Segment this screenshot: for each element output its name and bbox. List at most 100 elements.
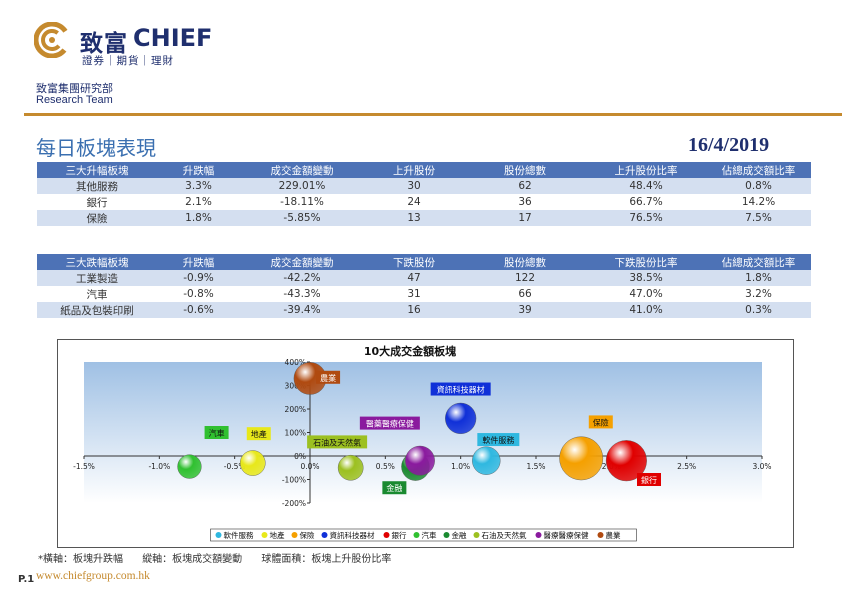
table-cell: -18.11% [240, 194, 364, 210]
column-header: 三大升幅板塊 [37, 162, 157, 178]
legend-marker [413, 532, 420, 538]
table-cell: 66.7% [586, 194, 706, 210]
table-cell: 0.8% [706, 178, 811, 194]
website-link[interactable]: www.chiefgroup.com.hk [36, 570, 150, 582]
legend-marker [535, 532, 542, 538]
y-tick-label: 200% [285, 405, 306, 414]
table-cell: -0.8% [157, 286, 240, 302]
x-tick-label: -1.0% [148, 462, 170, 471]
legend-marker [383, 532, 390, 538]
bubble-2 [239, 450, 266, 476]
footnote-y-axis: 縱軸：板塊成交額變動 [142, 554, 243, 565]
legend-item: 保險 [300, 530, 315, 540]
table-cell: 1.8% [157, 210, 240, 226]
legend-box [210, 528, 637, 542]
table-cell: -43.3% [240, 286, 364, 302]
x-tick-label: 2.5% [677, 462, 696, 471]
legend-marker [597, 532, 604, 538]
column-header: 成交金額變動 [240, 254, 364, 270]
table-cell: 3.3% [157, 178, 240, 194]
x-tick-label: 1.5% [526, 462, 545, 471]
table-cell: 41.0% [586, 302, 706, 318]
bubble-chart: 10大成交金額板塊 -1.5% -1.0% -0.5% 0.0% 0.5% 1.0% 1.5… [57, 339, 794, 548]
y-tick-label: 400% [285, 358, 306, 367]
bubble-label-box [204, 426, 229, 439]
column-header: 股份總數 [464, 162, 586, 178]
bubble-5 [605, 440, 647, 482]
table-cell: 24 [364, 194, 464, 210]
table-cell: 2.1% [157, 194, 240, 210]
legend-marker [291, 532, 298, 538]
column-header: 升跌幅 [157, 254, 240, 270]
footnote-bubble: 球體面積：板塊上升股份比率 [261, 554, 392, 565]
legend-item: 醫療醫療保健 [544, 530, 589, 540]
table-cell: 3.2% [706, 286, 811, 302]
chart-title: 10大成交金額板塊 [364, 344, 456, 358]
bubble-8 [337, 454, 364, 481]
table-cell: 66 [464, 286, 586, 302]
table-row: 保險 1.8% -5.85% 13 17 76.5% 7.5% [37, 210, 811, 226]
table-cell: 13 [364, 210, 464, 226]
bubble-label: 軟件服務 [482, 435, 514, 445]
table-row: 其他服務 3.3% 229.01% 30 62 48.4% 0.8% [37, 178, 811, 194]
top-gainers-table: 三大升幅板塊 升跌幅 成交金額變動 上升股份 股份總數 上升股份比率 佔總成交額… [37, 162, 811, 226]
bubble-label-box [588, 415, 613, 429]
table-cell: -5.85% [240, 210, 364, 226]
x-tick-label: 3.0% [752, 462, 771, 471]
table-cell: 工業製造 [37, 270, 157, 286]
table-header-row: 三大升幅板塊 升跌幅 成交金額變動 上升股份 股份總數 上升股份比率 佔總成交額… [37, 162, 811, 178]
bubble-label-box [637, 473, 661, 486]
table-cell: 0.3% [706, 302, 811, 318]
chart-footnote: *橫軸：板塊升跌幅 縱軸：板塊成交額變動 球體面積：板塊上升股份比率 [38, 550, 407, 565]
page-number: P.1 [18, 574, 35, 585]
bubble-label-box [316, 370, 341, 384]
x-tick-label: 0.5% [376, 462, 395, 471]
table-cell: 76.5% [586, 210, 706, 226]
column-header: 下跌股份比率 [586, 254, 706, 270]
bubble-chart-svg: 10大成交金額板塊 -1.5% -1.0% -0.5% 0.0% 0.5% 1.0% 1.5… [73, 344, 772, 542]
bubble-label-box [307, 435, 368, 449]
table-cell: 47.0% [586, 286, 706, 302]
brand-tagline: 證券｜期貨｜理財 [82, 55, 174, 67]
y-tick-label: 100% [285, 429, 306, 438]
table-row: 汽車 -0.8% -43.3% 31 66 47.0% 3.2% [37, 286, 811, 302]
report-date: 16/4/2019 [688, 134, 770, 156]
legend-marker [215, 532, 222, 538]
table-cell: 保險 [37, 210, 157, 226]
table-cell: 16 [364, 302, 464, 318]
brand-name-en: CHIEF [133, 24, 213, 52]
table-cell: 36 [464, 194, 586, 210]
column-header: 下跌股份 [364, 254, 464, 270]
legend-marker [321, 532, 328, 538]
table-cell: 1.8% [706, 270, 811, 286]
bubble-label: 汽車 [209, 428, 225, 438]
brand-name-cn: 致富 [80, 31, 128, 57]
table-cell: 其他服務 [37, 178, 157, 194]
legend-marker [443, 532, 450, 538]
y-tick-label: 300% [285, 382, 306, 391]
bubble-label-box [382, 481, 407, 495]
bubble-6 [177, 454, 202, 479]
column-header: 上升股份比率 [586, 162, 706, 178]
table-cell: -42.2% [240, 270, 364, 286]
legend-item: 農業 [606, 530, 621, 540]
department-name-en: Research Team [36, 94, 113, 106]
table-cell: 30 [364, 178, 464, 194]
x-tick-label: 0.0% [300, 462, 319, 471]
table-cell: 紙品及包裝印刷 [37, 302, 157, 318]
table-row: 紙品及包裝印刷 -0.6% -39.4% 16 39 41.0% 0.3% [37, 302, 811, 318]
bubble-label-box [246, 427, 271, 441]
legend-marker [473, 532, 480, 538]
table-cell: 銀行 [37, 194, 157, 210]
header-divider [24, 113, 842, 116]
legend-item: 銀行 [392, 530, 407, 540]
bubble-label: 農業 [320, 373, 336, 383]
table-cell: 122 [464, 270, 586, 286]
legend-item: 資訊科技器材 [330, 530, 375, 540]
legend-item: 石油及天然氣 [482, 530, 527, 540]
bubble-9 [405, 445, 435, 476]
table-cell: 31 [364, 286, 464, 302]
table-cell: 汽車 [37, 286, 157, 302]
bubble-label: 銀行 [641, 475, 657, 485]
legend-marker [261, 532, 268, 538]
